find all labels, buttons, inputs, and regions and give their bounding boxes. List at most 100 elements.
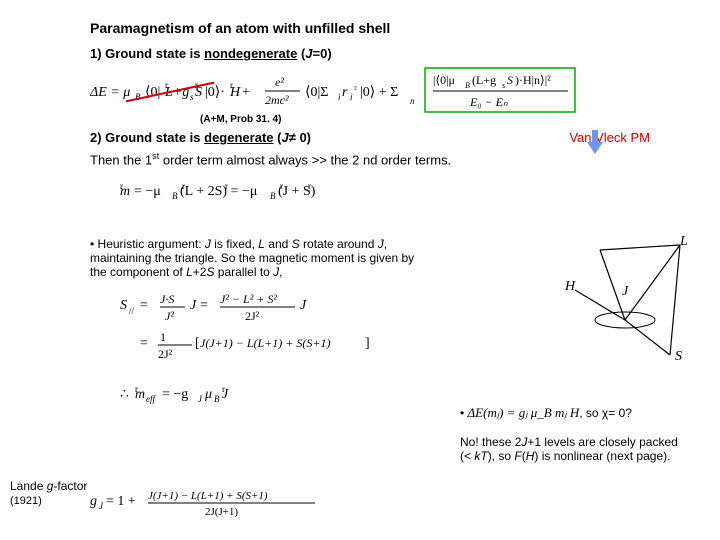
bullet-tail: , so χ= 0? <box>579 406 632 420</box>
heur-c: and <box>265 237 292 251</box>
svg-text:1: 1 <box>160 330 166 344</box>
formula-energy: ΔE = μ B ⟨0| r L+g s r S |0⟩· r H + e² 2… <box>90 66 690 116</box>
svg-text:J: J <box>99 501 104 511</box>
heur-end: , <box>279 265 282 279</box>
lande-a: Lande <box>10 479 47 493</box>
svg-text:e²: e² <box>275 75 284 89</box>
bot-e: ) is nonlinear (next page). <box>534 449 670 463</box>
svg-text:J: J <box>190 298 197 313</box>
lande-year: (1921) <box>10 495 42 507</box>
svg-text:2mc²: 2mc² <box>265 93 289 107</box>
item1-prefix: 1) Ground state is <box>90 46 204 61</box>
svg-text:|0⟩·: |0⟩· <box>205 85 225 100</box>
item-2: 2) Ground state is degenerate (J≠ 0) <box>90 130 311 145</box>
item1-j: J <box>305 46 312 61</box>
item2-under: degenerate <box>204 130 273 145</box>
svg-text:J: J <box>300 298 307 313</box>
diag-H: H <box>564 279 576 294</box>
heur-a: • Heuristic argument: <box>90 237 205 251</box>
svg-text:J: J <box>222 387 229 402</box>
svg-text:B: B <box>270 191 276 201</box>
svg-text:ΔE = μ: ΔE = μ <box>90 85 130 100</box>
svg-text:r: r <box>280 181 283 191</box>
lande-b: -factor <box>53 479 87 493</box>
svg-text:= 1 +: = 1 + <box>106 494 136 509</box>
heur-f: L <box>186 265 193 279</box>
vanvleck-label: Van Vleck PM <box>569 130 650 145</box>
svg-text:g: g <box>90 494 97 509</box>
svg-text:S: S <box>120 298 127 313</box>
bot-f: F <box>514 449 521 463</box>
svg-text:= −g: = −g <box>162 387 188 402</box>
bot-a: No! these 2 <box>460 435 521 449</box>
bot-kt: kT <box>474 449 487 463</box>
item2-suf2: ≠ 0) <box>289 130 311 145</box>
svg-text:n: n <box>410 96 415 106</box>
svg-text:|0⟩ + Σ: |0⟩ + Σ <box>360 85 398 100</box>
svg-text:= −μ: = −μ <box>134 184 161 199</box>
svg-text:r: r <box>182 181 185 191</box>
svg-text:J² − L² + S²: J² − L² + S² <box>220 292 277 306</box>
svg-text:m: m <box>135 387 145 402</box>
item-1: 1) Ground state is nondegenerate (J=0) <box>90 46 690 61</box>
svg-text:J(J+1) − L(L+1) + S(S+1): J(J+1) − L(L+1) + S(S+1) <box>200 336 330 350</box>
heur-b: is fixed, <box>211 237 258 251</box>
diag-S: S <box>675 349 682 364</box>
svg-text://: // <box>129 306 135 316</box>
svg-text:]: ] <box>365 336 370 351</box>
svg-text:)·H|n⟩|²: )·H|n⟩|² <box>515 73 551 87</box>
heur-h: parallel to <box>214 265 273 279</box>
svg-text:s: s <box>190 92 194 102</box>
item1-suf2: =0) <box>313 46 332 61</box>
svg-text:S: S <box>507 73 513 87</box>
then-b: order term almost always >> the 2 nd ord… <box>159 152 451 167</box>
svg-text:r: r <box>308 181 311 191</box>
svg-text:∴: ∴ <box>120 387 129 402</box>
svg-text:=: = <box>200 298 208 313</box>
heur-l: L <box>258 237 265 251</box>
svg-text:r: r <box>342 85 348 100</box>
bullet-chi: • ΔE(mⱼ) = gⱼ μ_B mⱼ H, so χ= 0? <box>460 405 690 421</box>
svg-text:H: H <box>229 85 241 100</box>
item2-prefix: 2) Ground state is <box>90 130 204 145</box>
diag-L: L <box>679 235 688 249</box>
svg-text:J(J+1) − L(L+1) + S(S+1): J(J+1) − L(L+1) + S(S+1) <box>148 490 268 502</box>
diag-J: J <box>622 284 629 299</box>
bottom-note: No! these 2J+1 levels are closely packed… <box>460 435 690 463</box>
svg-text:(L + 2S) = −μ: (L + 2S) = −μ <box>180 184 257 199</box>
heuristic-text: • Heuristic argument: J is fixed, L and … <box>90 237 430 279</box>
bot-c: ), so <box>488 449 515 463</box>
heur-s: S <box>292 237 300 251</box>
svg-text:J: J <box>198 394 203 404</box>
svg-text:r: r <box>225 181 228 191</box>
lande-label: Lande g-factor (1921) g J = 1 + J(J+1) −… <box>10 479 340 520</box>
svg-text:2J(J+1): 2J(J+1) <box>205 506 238 517</box>
svg-text:|⟨0|μ: |⟨0|μ <box>433 73 455 87</box>
slide-title: Paramagnetism of an atom with unfilled s… <box>90 20 690 36</box>
heur-d: rotate around <box>300 237 378 251</box>
then-a: Then the 1 <box>90 152 152 167</box>
svg-text:B: B <box>172 191 178 201</box>
svg-text:2J²: 2J² <box>245 309 260 323</box>
arrow-down-icon <box>585 130 605 155</box>
svg-text:+: + <box>242 85 250 100</box>
svg-text:2J²: 2J² <box>158 347 173 361</box>
svg-text:μ: μ <box>204 387 212 402</box>
svg-text:²: ² <box>354 84 357 94</box>
svg-text:E₀ − Eₙ: E₀ − Eₙ <box>469 95 508 109</box>
svg-text:(L+g: (L+g <box>472 73 496 87</box>
svg-text:m: m <box>120 184 130 199</box>
svg-text:B: B <box>465 81 470 90</box>
bullet-eq: ΔE(mⱼ) = gⱼ μ_B mⱼ H <box>468 405 580 420</box>
svg-text:⟨0|Σ: ⟨0|Σ <box>305 85 328 100</box>
svg-text:i: i <box>338 92 341 102</box>
svg-text:B: B <box>214 394 220 404</box>
heur-plus: +2 <box>193 265 207 279</box>
svg-text:J·S: J·S <box>160 292 174 306</box>
item2-j: J <box>281 130 288 145</box>
eq-gj: g J = 1 + J(J+1) − L(L+1) + S(S+1) 2J(J+… <box>90 485 340 520</box>
item1-under: nondegenerate <box>204 46 297 61</box>
bullet-dot: • <box>460 406 468 420</box>
svg-text:=: = <box>140 298 148 313</box>
svg-text:eff: eff <box>146 394 156 404</box>
